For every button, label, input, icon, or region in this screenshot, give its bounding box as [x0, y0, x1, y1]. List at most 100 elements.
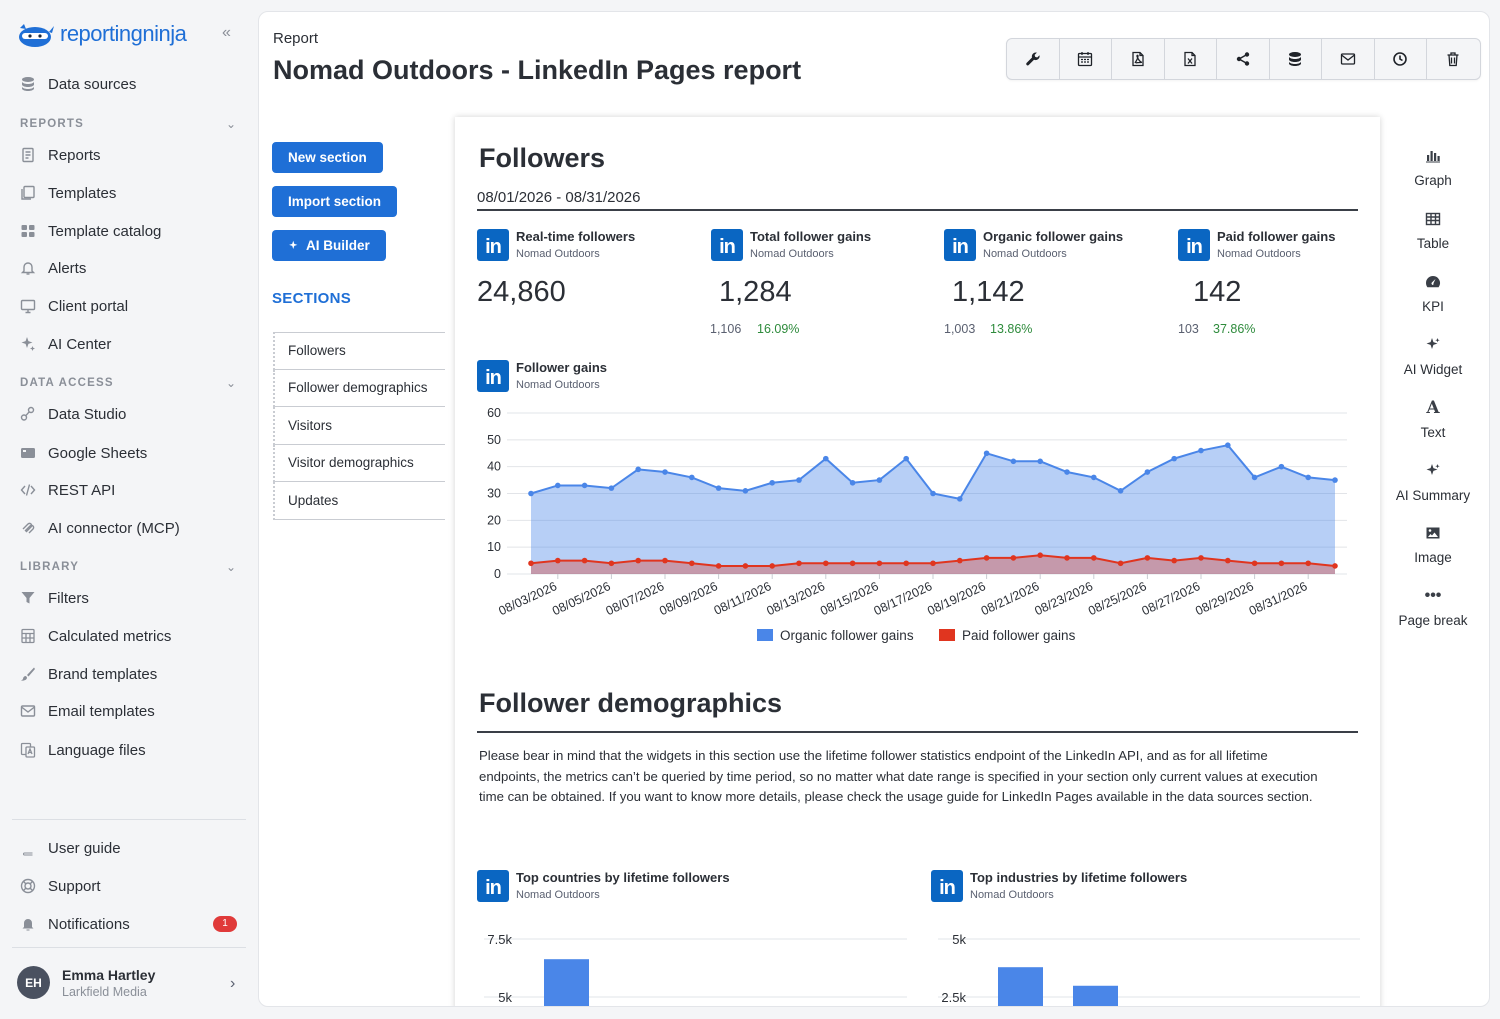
chart-widget-top-industries[interactable]: in Top industries by lifetime followers N… — [931, 870, 1187, 902]
data-point — [1091, 474, 1097, 481]
nav-reports[interactable]: Reports — [20, 143, 101, 167]
palette-text[interactable]: A Text — [1380, 398, 1486, 440]
brand-logo[interactable]: reportingninja — [16, 20, 187, 48]
data-point — [957, 557, 963, 564]
nav-label: User guide — [48, 839, 121, 857]
nav-alerts[interactable]: Alerts — [20, 256, 86, 280]
sidebar: reportingninja « Data sources REPORTS ⌄ … — [0, 0, 258, 1019]
x-tick-label: 08/17/2026 — [872, 579, 935, 618]
nav-user-guide[interactable]: User guide — [20, 836, 121, 860]
section-heading-follower-demographics[interactable]: Follower demographics — [479, 688, 783, 718]
palette-image[interactable]: Image — [1380, 524, 1486, 565]
palette-label: Page break — [1398, 613, 1468, 628]
nav-brand-templates[interactable]: Brand templates — [20, 662, 157, 686]
collapse-sidebar-icon[interactable]: « — [222, 24, 231, 41]
chevron-right-icon[interactable]: › — [230, 975, 236, 992]
envelope-icon — [20, 703, 36, 719]
data-button[interactable] — [1270, 39, 1322, 79]
section-item-visitors[interactable]: Visitors — [273, 407, 445, 445]
settings-button[interactable] — [1007, 39, 1060, 79]
data-point — [1064, 469, 1070, 475]
nav-client-portal[interactable]: Client portal — [20, 294, 128, 318]
data-point — [1278, 560, 1285, 567]
share-button[interactable] — [1217, 39, 1270, 79]
schedule-button[interactable] — [1060, 39, 1112, 79]
section-heading-followers[interactable]: Followers — [479, 143, 606, 173]
export-excel-button[interactable] — [1165, 39, 1217, 79]
nav-template-catalog[interactable]: Template catalog — [20, 219, 161, 243]
kpi-widget-total-gains[interactable]: in Total follower gains Nomad Outdoors — [711, 229, 871, 261]
email-button[interactable] — [1322, 39, 1375, 79]
kpi-source: Nomad Outdoors — [750, 248, 834, 260]
data-point — [1332, 477, 1338, 483]
section-item-follower-demographics[interactable]: Follower demographics — [273, 369, 445, 407]
palette-ai-summary[interactable]: AI Summary — [1380, 462, 1486, 503]
brand-name-part1: reporting — [60, 21, 143, 46]
palette-table[interactable]: Table — [1380, 210, 1486, 251]
nav-language-files[interactable]: Language files — [20, 738, 146, 762]
breadcrumb[interactable]: Report — [273, 30, 319, 47]
nav-ai-center[interactable]: AI Center — [20, 332, 111, 356]
kpi-widget-organic-gains[interactable]: in Organic follower gains Nomad Outdoors — [944, 229, 1123, 261]
palette-ai-widget[interactable]: AI Widget — [1380, 336, 1486, 377]
nav-label: Email templates — [48, 702, 155, 720]
data-point — [689, 474, 695, 481]
section-item-visitor-demographics[interactable]: Visitor demographics — [273, 444, 445, 482]
nav-google-sheets[interactable]: Google Sheets — [20, 441, 147, 465]
chart-widget-follower-gains[interactable]: in Follower gains Nomad Outdoors — [477, 360, 607, 392]
bell-icon — [20, 260, 36, 276]
kpi-widget-paid-gains[interactable]: in Paid follower gains Nomad Outdoors — [1178, 229, 1335, 261]
nav-support[interactable]: Support — [20, 874, 101, 898]
nav-notifications[interactable]: Notifications — [20, 912, 130, 936]
nav-filters[interactable]: Filters — [20, 586, 89, 610]
history-button[interactable] — [1375, 39, 1427, 79]
book-icon — [20, 840, 36, 856]
nav-data-studio[interactable]: Data Studio — [20, 402, 126, 426]
x-tick-label: 08/07/2026 — [604, 579, 667, 618]
chevron-down-icon[interactable]: ⌄ — [226, 376, 237, 390]
image-icon — [1426, 527, 1440, 539]
nav-data-sources[interactable]: Data sources — [20, 72, 136, 96]
code-icon — [20, 482, 36, 498]
palette-page-break[interactable]: ••• Page break — [1380, 587, 1486, 629]
user-profile[interactable]: EH Emma Hartley Larkfield Media — [17, 966, 155, 999]
data-point — [742, 488, 749, 494]
data-point — [1251, 560, 1258, 567]
section-item-followers[interactable]: Followers — [273, 332, 445, 370]
kpi-previous: 103 — [1178, 322, 1199, 336]
chevron-down-icon[interactable]: ⌄ — [226, 560, 237, 574]
sheet-icon — [20, 445, 36, 461]
y-tick-label: 0 — [494, 567, 501, 581]
nav-rest-api[interactable]: REST API — [20, 478, 115, 502]
nav-email-templates[interactable]: Email templates — [20, 699, 155, 723]
sections-list: Followers Follower demographics Visitors… — [273, 332, 445, 520]
x-tick-label: 08/25/2026 — [1086, 579, 1149, 618]
connector-icon — [20, 520, 36, 536]
palette-label: AI Summary — [1395, 488, 1471, 503]
export-pdf-button[interactable] — [1112, 39, 1165, 79]
data-point — [581, 482, 588, 489]
palette-kpi[interactable]: KPI — [1380, 273, 1486, 314]
chart-source: Nomad Outdoors — [970, 889, 1054, 901]
brand-name: reportingninja — [60, 21, 187, 47]
new-section-button[interactable]: New section — [272, 142, 383, 173]
y-tick-label: 50 — [487, 433, 501, 447]
data-point — [1251, 474, 1258, 481]
section-item-updates[interactable]: Updates — [273, 482, 445, 520]
x-tick-label: 08/05/2026 — [550, 579, 613, 618]
data-point — [930, 490, 936, 497]
kpi-widget-realtime[interactable]: in Real-time followers Nomad Outdoors — [477, 229, 635, 261]
data-point — [608, 560, 615, 567]
kpi-title: Paid follower gains — [1217, 229, 1336, 244]
import-section-button[interactable]: Import section — [272, 186, 398, 217]
nav-ai-connector[interactable]: AI connector (MCP) — [20, 516, 180, 540]
nav-templates[interactable]: Templates — [20, 181, 116, 205]
user-name: Emma Hartley — [62, 966, 156, 983]
x-tick-label: 08/15/2026 — [818, 579, 881, 618]
nav-calculated-metrics[interactable]: Calculated metrics — [20, 624, 171, 648]
delete-button[interactable] — [1427, 39, 1480, 79]
palette-graph[interactable]: Graph — [1380, 147, 1486, 188]
chevron-down-icon[interactable]: ⌄ — [226, 117, 237, 131]
chart-widget-top-countries[interactable]: in Top countries by lifetime followers No… — [477, 870, 730, 902]
ai-builder-button[interactable]: AI Builder — [272, 230, 386, 261]
